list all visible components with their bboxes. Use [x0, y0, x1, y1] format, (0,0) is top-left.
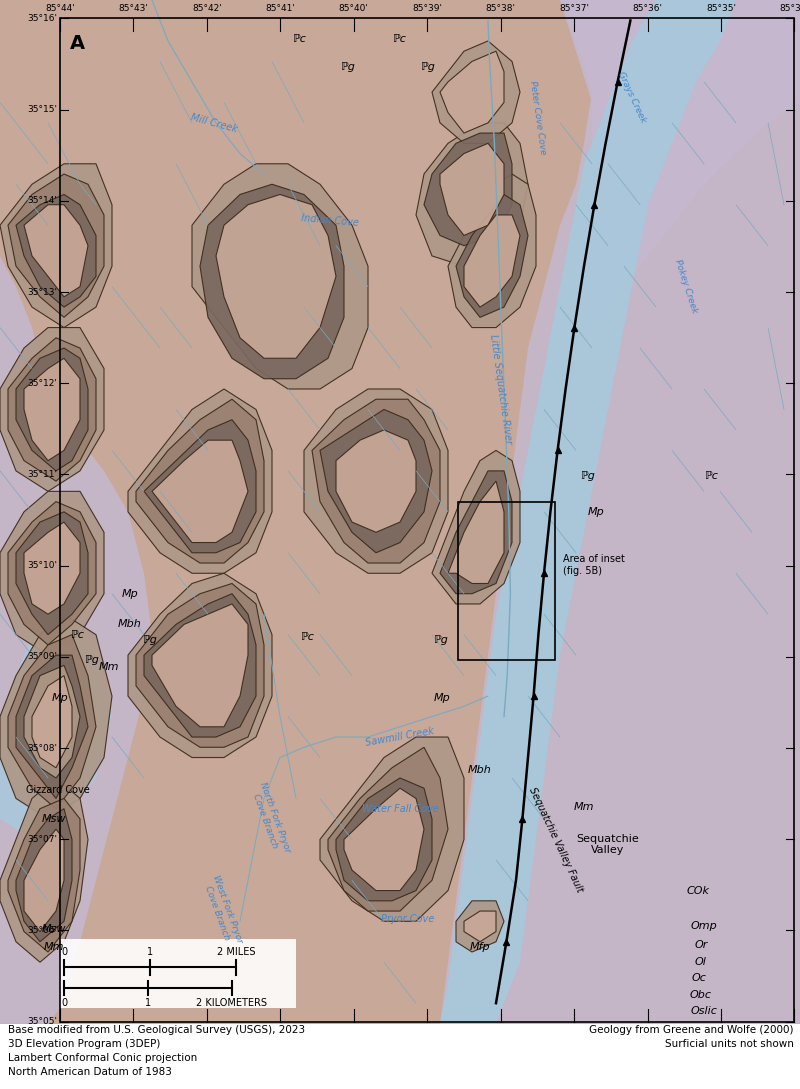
Text: ℙc: ℙc	[705, 472, 719, 481]
Polygon shape	[8, 502, 96, 645]
Text: 85°36': 85°36'	[633, 4, 662, 13]
Text: Mp: Mp	[588, 506, 604, 517]
Polygon shape	[136, 584, 264, 747]
Polygon shape	[24, 522, 80, 614]
Text: ℙg: ℙg	[421, 62, 435, 72]
Text: Mp: Mp	[122, 589, 138, 599]
Polygon shape	[464, 215, 520, 307]
Polygon shape	[0, 778, 88, 963]
Text: 35°06': 35°06'	[26, 926, 57, 935]
Text: Area of inset
(fig. 5B): Area of inset (fig. 5B)	[563, 554, 625, 576]
Text: Sawmill Creek: Sawmill Creek	[365, 726, 435, 748]
Text: ℙg: ℙg	[341, 62, 355, 72]
Text: 35°16': 35°16'	[26, 14, 57, 23]
Text: 0: 0	[61, 947, 67, 957]
Polygon shape	[0, 614, 112, 819]
Text: 1: 1	[145, 998, 151, 1008]
Polygon shape	[24, 205, 88, 297]
Polygon shape	[16, 195, 96, 307]
Text: 85°38': 85°38'	[486, 4, 516, 13]
Polygon shape	[128, 389, 272, 573]
Text: 35°07': 35°07'	[26, 834, 57, 844]
Text: Base modified from U.S. Geological Survey (USGS), 2023
3D Elevation Program (3DE: Base modified from U.S. Geological Surve…	[8, 1025, 305, 1077]
Text: 85°37': 85°37'	[559, 4, 589, 13]
Text: 85°43': 85°43'	[118, 4, 148, 13]
Text: Mbh: Mbh	[468, 764, 492, 774]
Text: 85°44': 85°44'	[45, 4, 75, 13]
Polygon shape	[416, 123, 528, 266]
Polygon shape	[0, 491, 104, 656]
Polygon shape	[144, 594, 256, 737]
Polygon shape	[216, 195, 336, 358]
Text: ℙg: ℙg	[581, 472, 595, 481]
Text: 35°10': 35°10'	[26, 561, 57, 571]
Text: 85°35': 85°35'	[706, 4, 736, 13]
Text: 35°15': 35°15'	[26, 106, 57, 114]
Polygon shape	[456, 195, 528, 317]
Polygon shape	[192, 163, 368, 389]
Text: 85°39': 85°39'	[412, 4, 442, 13]
Text: 35°11': 35°11'	[26, 470, 57, 479]
Text: Mfp: Mfp	[470, 942, 490, 952]
Polygon shape	[24, 358, 80, 461]
Text: 85°41': 85°41'	[266, 4, 295, 13]
Polygon shape	[16, 348, 88, 470]
Polygon shape	[440, 0, 736, 1024]
Polygon shape	[16, 809, 72, 942]
Polygon shape	[16, 512, 88, 635]
Polygon shape	[448, 481, 504, 584]
Text: 35°05': 35°05'	[26, 1017, 57, 1026]
Text: 85°40': 85°40'	[339, 4, 369, 13]
Polygon shape	[560, 0, 800, 328]
Bar	[458, 502, 555, 660]
Text: Mill Creek: Mill Creek	[189, 112, 238, 134]
Text: Msw: Msw	[42, 813, 66, 824]
Text: Peter Cove Cove: Peter Cove Cove	[528, 81, 547, 156]
Polygon shape	[152, 440, 248, 542]
Text: Indian Cove: Indian Cove	[300, 212, 359, 228]
Polygon shape	[328, 747, 448, 911]
Polygon shape	[336, 430, 416, 533]
Polygon shape	[0, 256, 152, 1024]
Polygon shape	[304, 389, 448, 573]
Text: Oslic: Oslic	[690, 1006, 718, 1016]
Text: Sequatchie
Valley: Sequatchie Valley	[577, 834, 639, 855]
Text: ℙg: ℙg	[434, 635, 449, 645]
Text: ℙc: ℙc	[301, 632, 315, 641]
Polygon shape	[440, 51, 504, 133]
Polygon shape	[448, 174, 536, 328]
Polygon shape	[16, 656, 88, 798]
Text: West Fork Pryor
Cove Branch: West Fork Pryor Cove Branch	[201, 874, 244, 949]
Text: Geology from Greene and Wolfe (2000)
Surficial units not shown: Geology from Greene and Wolfe (2000) Sur…	[589, 1025, 794, 1049]
Text: Or: Or	[695, 940, 708, 950]
Polygon shape	[320, 737, 464, 921]
Polygon shape	[464, 911, 496, 942]
Text: 35°13': 35°13'	[26, 287, 57, 296]
Text: 35°12': 35°12'	[27, 379, 57, 388]
Text: North Fork Pryor
Cove Branch: North Fork Pryor Cove Branch	[249, 781, 292, 857]
Polygon shape	[440, 470, 512, 594]
Text: Ol: Ol	[694, 957, 706, 967]
Polygon shape	[8, 635, 96, 809]
Text: Mm: Mm	[44, 942, 65, 952]
Text: Omp: Omp	[690, 921, 718, 931]
Text: 2 MILES: 2 MILES	[217, 947, 255, 957]
Text: 35°08': 35°08'	[26, 744, 57, 752]
Polygon shape	[0, 163, 112, 328]
Polygon shape	[440, 0, 800, 1024]
Polygon shape	[152, 604, 248, 726]
Text: Gizzard Cove: Gizzard Cove	[26, 785, 90, 795]
Polygon shape	[0, 614, 112, 840]
Polygon shape	[128, 573, 272, 758]
Polygon shape	[200, 184, 344, 379]
Text: ℙg: ℙg	[85, 656, 99, 665]
Polygon shape	[0, 328, 104, 491]
Polygon shape	[24, 829, 64, 931]
Text: 0: 0	[61, 998, 67, 1008]
Polygon shape	[424, 133, 512, 246]
Polygon shape	[312, 400, 440, 563]
Text: Water Fall Cove: Water Fall Cove	[362, 804, 438, 813]
Text: 85°42': 85°42'	[192, 4, 222, 13]
Text: Msw: Msw	[42, 925, 66, 934]
Polygon shape	[456, 901, 504, 952]
